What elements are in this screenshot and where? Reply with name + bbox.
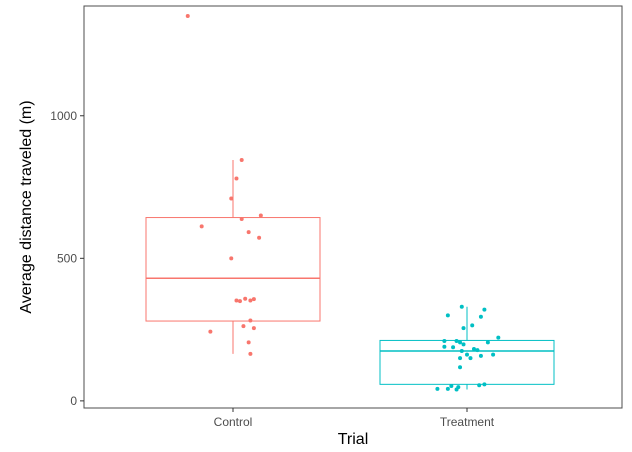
- treatment-data-point: [458, 356, 463, 361]
- y-tick-label: 1000: [50, 109, 77, 123]
- treatment-data-point: [454, 387, 459, 392]
- control-data-point: [237, 299, 242, 304]
- control-data-point: [251, 297, 256, 302]
- control-data-point: [239, 157, 244, 162]
- treatment-data-point: [442, 344, 447, 349]
- treatment-data-point: [458, 340, 463, 345]
- control-data-point: [258, 213, 263, 218]
- control-data-point: [185, 13, 190, 18]
- treatment-data-point: [485, 340, 490, 345]
- control-data-point: [229, 256, 234, 261]
- treatment-data-point: [435, 386, 440, 391]
- control-box: [145, 217, 321, 322]
- control-data-point: [243, 296, 248, 301]
- treatment-data-point: [471, 346, 476, 351]
- control-data-point: [248, 351, 253, 356]
- x-tick-label: Control: [214, 415, 253, 429]
- treatment-data-point: [478, 314, 483, 319]
- treatment-data-point: [461, 342, 466, 347]
- treatment-series: [379, 304, 555, 392]
- treatment-data-point: [470, 323, 475, 328]
- treatment-data-point: [478, 353, 483, 358]
- treatment-data-point: [475, 348, 480, 353]
- control-data-point: [234, 298, 239, 303]
- treatment-data-point: [482, 307, 487, 312]
- y-tick-label: 0: [70, 394, 77, 408]
- control-data-point: [229, 196, 234, 201]
- treatment-data-point: [454, 339, 459, 343]
- treatment-data-point: [465, 352, 469, 357]
- y-tick-label: 500: [57, 251, 77, 265]
- control-data-point: [239, 216, 244, 221]
- x-axis-title: Trial: [338, 431, 369, 448]
- axis-ticks: Control Treatment 0 500 1000: [50, 109, 494, 429]
- control-data-point: [257, 235, 262, 240]
- treatment-data-point: [491, 352, 496, 357]
- treatment-data-point: [468, 356, 473, 361]
- control-data-point: [246, 340, 251, 345]
- control-data-point: [234, 176, 239, 181]
- treatment-data-point: [445, 313, 450, 318]
- treatment-box: [379, 339, 555, 385]
- treatment-data-point: [477, 383, 482, 388]
- control-series: [145, 13, 321, 356]
- control-data-point: [241, 324, 246, 329]
- control-data-point: [199, 224, 204, 229]
- treatment-data-point: [449, 384, 454, 389]
- treatment-data-point: [461, 326, 466, 331]
- treatment-data-point: [458, 365, 463, 370]
- treatment-data-point: [445, 386, 450, 391]
- treatment-data-point: [459, 304, 464, 309]
- control-data-point: [251, 326, 256, 331]
- control-data-point: [208, 329, 213, 334]
- y-axis-title: Average distance traveled (m): [18, 100, 35, 313]
- treatment-data-point: [451, 345, 456, 350]
- treatment-data-point: [442, 339, 447, 343]
- chart-marks: [145, 13, 555, 392]
- treatment-data-point: [496, 335, 501, 340]
- treatment-data-point: [459, 348, 464, 353]
- treatment-data-point: [482, 382, 487, 387]
- control-data-point: [248, 298, 253, 303]
- control-data-point: [246, 230, 251, 235]
- x-tick-label: Treatment: [440, 415, 495, 429]
- control-data-point: [248, 318, 253, 323]
